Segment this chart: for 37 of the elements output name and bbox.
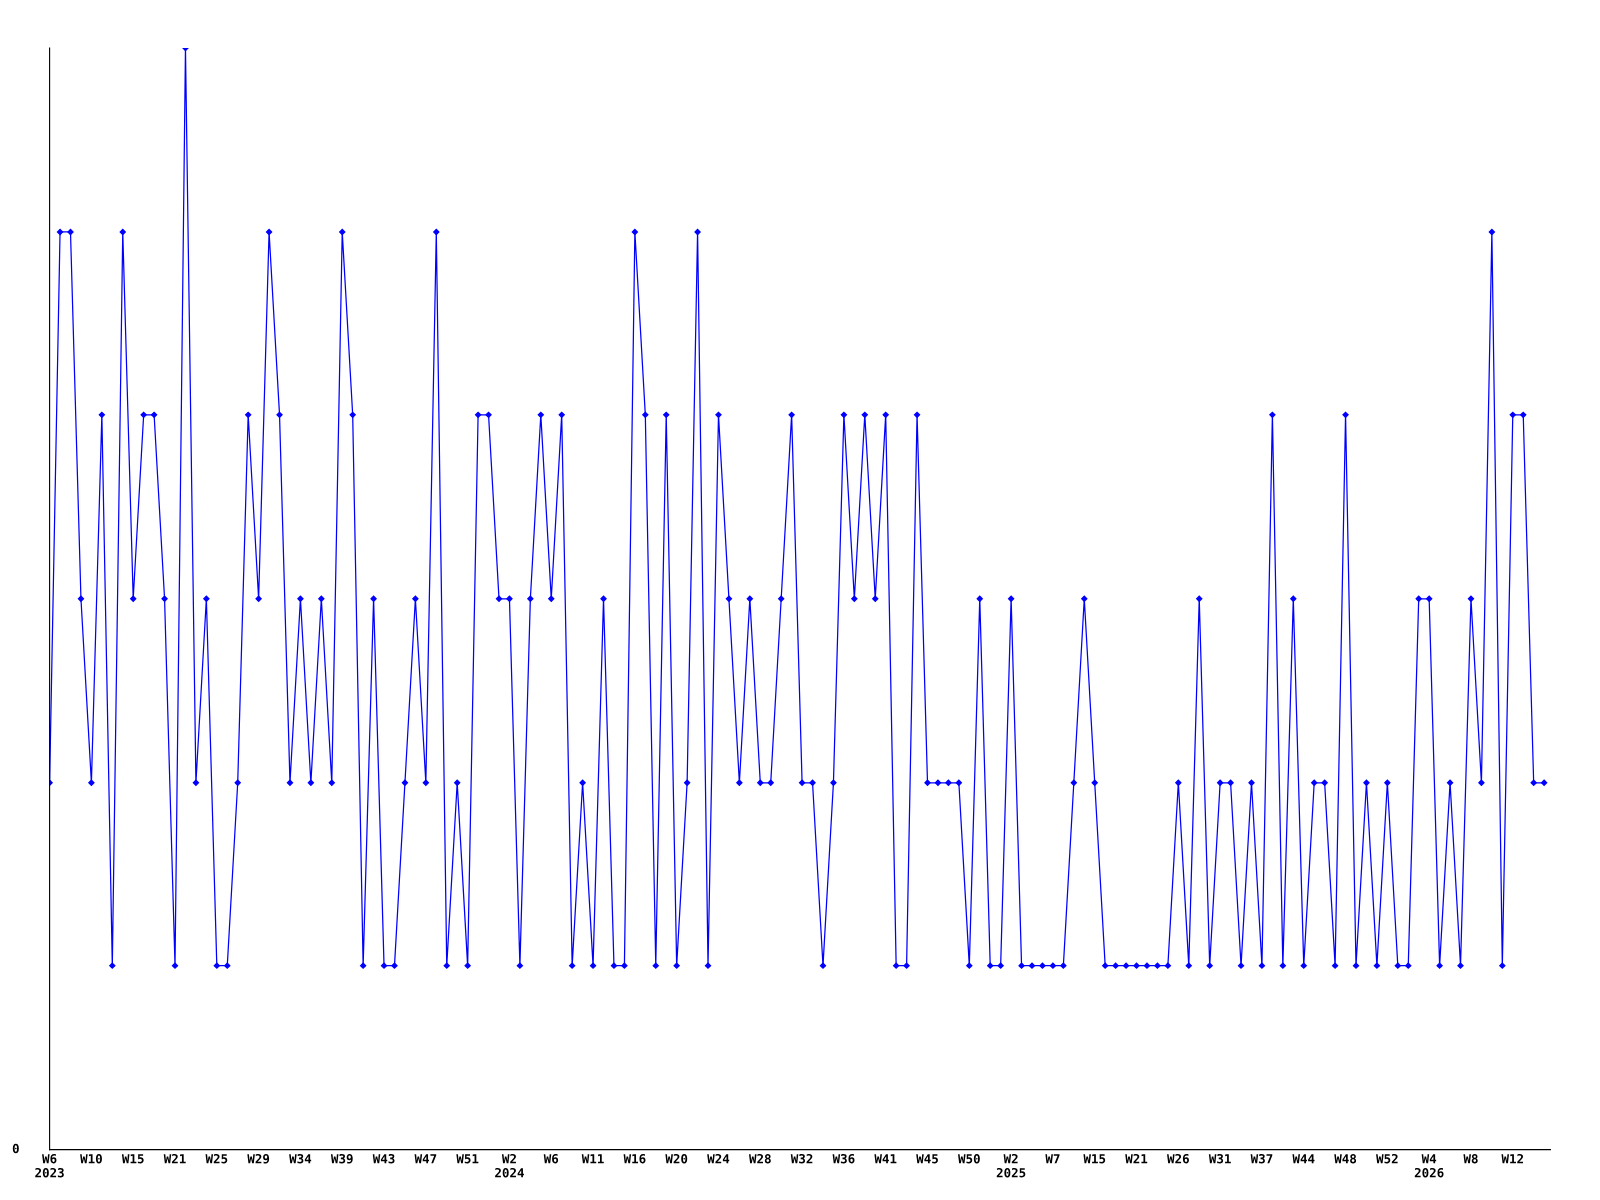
x-tick-label: W39 — [330, 1153, 353, 1164]
x-tick-label: W15 — [1083, 1154, 1106, 1164]
x-tick-label: W50 — [958, 1153, 980, 1164]
x-tick-label: W28 — [749, 1153, 771, 1164]
x-tick-label: W11 — [581, 1154, 604, 1164]
x-tick-label: W25 — [205, 1153, 228, 1164]
x-tick-label: W2 2025 — [996, 1153, 1026, 1178]
x-tick-label: W45 — [916, 1154, 938, 1164]
x-tick-label: W41 — [874, 1154, 897, 1164]
x-tick-label: W2 2024 — [495, 1153, 524, 1178]
x-tick-label: W15 — [121, 1154, 144, 1164]
x-tick-label: W36 — [832, 1153, 855, 1164]
x-tick-label: W26 — [1167, 1153, 1189, 1164]
x-tick-label: W4 2026 — [1414, 1154, 1444, 1178]
x-tick-label: W24 — [707, 1153, 730, 1164]
x-tick-label: W12 — [1501, 1153, 1524, 1164]
x-tick-label: W8 — [1463, 1153, 1478, 1164]
x-tick-label: W31 — [1208, 1153, 1231, 1164]
x-tick-label: W47 — [414, 1154, 437, 1164]
x-tick-label: W37 — [1250, 1153, 1273, 1164]
x-tick-label: W44 — [1292, 1154, 1315, 1164]
x-tick-label: W51 — [456, 1154, 479, 1164]
x-tick-label: W7 — [1045, 1154, 1060, 1164]
x-tick-label: W21 — [1125, 1153, 1148, 1164]
x-tick-label: W52 — [1376, 1153, 1398, 1164]
x-tick-label: W6 2023 — [35, 1154, 64, 1178]
x-tick-label: W29 — [247, 1153, 270, 1164]
x-tick-label: W34 — [289, 1153, 312, 1164]
x-tick-label: W20 — [665, 1153, 688, 1164]
x-tick-label: W10 — [80, 1153, 102, 1164]
x-tick-label: W6 — [543, 1154, 559, 1164]
x-tick-label: W32 — [790, 1153, 813, 1164]
text: 0 — [12, 1143, 19, 1154]
x-tick-label: W21 — [163, 1153, 186, 1164]
x-tick-label: W43 — [372, 1153, 395, 1164]
x-tick-label: W16 — [623, 1154, 646, 1164]
x-tick-label: W48 — [1334, 1153, 1357, 1164]
